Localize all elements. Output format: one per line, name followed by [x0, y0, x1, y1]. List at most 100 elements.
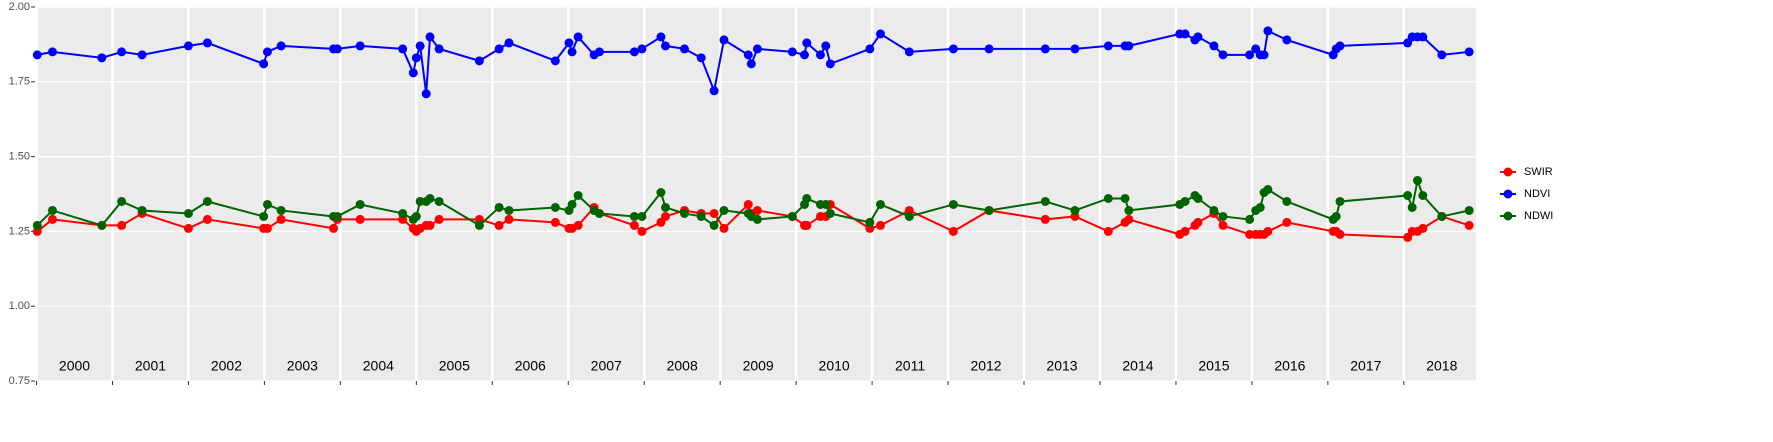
point — [47, 205, 57, 215]
legend-label: SWIR — [1524, 166, 1553, 178]
point — [709, 220, 719, 230]
point — [629, 211, 639, 221]
point — [1437, 211, 1447, 221]
point — [802, 220, 812, 230]
point — [1403, 190, 1413, 200]
x-tick-label: 2009 — [743, 358, 774, 374]
point — [948, 199, 958, 209]
point — [276, 214, 286, 224]
point — [948, 226, 958, 236]
point — [97, 220, 107, 230]
point — [573, 190, 583, 200]
point — [434, 196, 444, 206]
point — [679, 44, 689, 54]
point — [1193, 217, 1203, 227]
point — [696, 211, 706, 221]
point — [1103, 226, 1113, 236]
point — [411, 53, 421, 63]
point — [984, 44, 994, 54]
x-tick-label: 2011 — [895, 358, 925, 374]
point — [550, 56, 560, 66]
point — [567, 47, 577, 57]
point — [594, 208, 604, 218]
point — [1103, 193, 1113, 203]
point — [1282, 196, 1292, 206]
point — [1124, 214, 1134, 224]
point — [825, 208, 835, 218]
point — [332, 44, 342, 54]
point — [259, 211, 269, 221]
point — [474, 220, 484, 230]
x-tick-label: 2000 — [59, 358, 90, 374]
point — [787, 47, 797, 57]
point — [637, 226, 647, 236]
point — [1124, 41, 1134, 51]
point — [1335, 196, 1345, 206]
point — [262, 47, 272, 57]
point — [202, 196, 212, 206]
x-tick-label: 2017 — [1350, 358, 1381, 374]
point — [415, 41, 425, 51]
point — [984, 205, 994, 215]
point — [332, 211, 342, 221]
point — [117, 47, 127, 57]
x-tick-label: 2008 — [667, 358, 698, 374]
point — [802, 193, 812, 203]
point — [1209, 205, 1219, 215]
point — [567, 199, 577, 209]
point — [594, 47, 604, 57]
point — [1040, 44, 1050, 54]
point — [1193, 193, 1203, 203]
point — [656, 32, 666, 42]
point — [202, 214, 212, 224]
point — [434, 214, 444, 224]
point — [276, 41, 286, 51]
point — [183, 41, 193, 51]
point — [1413, 176, 1423, 186]
point — [1263, 226, 1273, 236]
point — [1263, 185, 1273, 195]
x-tick-label: 2007 — [591, 358, 622, 374]
point — [1245, 214, 1255, 224]
legend-swatch — [1503, 189, 1513, 199]
point — [752, 214, 762, 224]
point — [1245, 50, 1255, 60]
point — [262, 223, 272, 233]
point — [1464, 205, 1474, 215]
point — [425, 193, 435, 203]
x-tick-label: 2015 — [1198, 358, 1229, 374]
x-tick-label: 2018 — [1426, 358, 1457, 374]
point — [1464, 47, 1474, 57]
point — [752, 44, 762, 54]
point — [262, 199, 272, 209]
point — [1209, 41, 1219, 51]
point — [656, 188, 666, 198]
point — [564, 38, 574, 48]
point — [1070, 44, 1080, 54]
point — [709, 208, 719, 218]
point — [743, 50, 753, 60]
x-tick-label: 2012 — [970, 358, 1001, 374]
point — [1193, 32, 1203, 42]
point — [355, 214, 365, 224]
point — [660, 41, 670, 51]
point — [355, 199, 365, 209]
plot-background — [35, 7, 1476, 381]
point — [948, 44, 958, 54]
point — [787, 211, 797, 221]
point — [746, 59, 756, 69]
point — [719, 223, 729, 233]
point — [47, 47, 57, 57]
point — [47, 214, 57, 224]
point — [1180, 196, 1190, 206]
point — [719, 35, 729, 45]
point — [875, 220, 885, 230]
point — [434, 44, 444, 54]
x-tick-label: 2013 — [1046, 358, 1077, 374]
point — [117, 196, 127, 206]
point — [425, 32, 435, 42]
point — [573, 220, 583, 230]
point — [709, 86, 719, 96]
y-tick-label: 1.50 — [9, 151, 30, 163]
point — [821, 199, 831, 209]
